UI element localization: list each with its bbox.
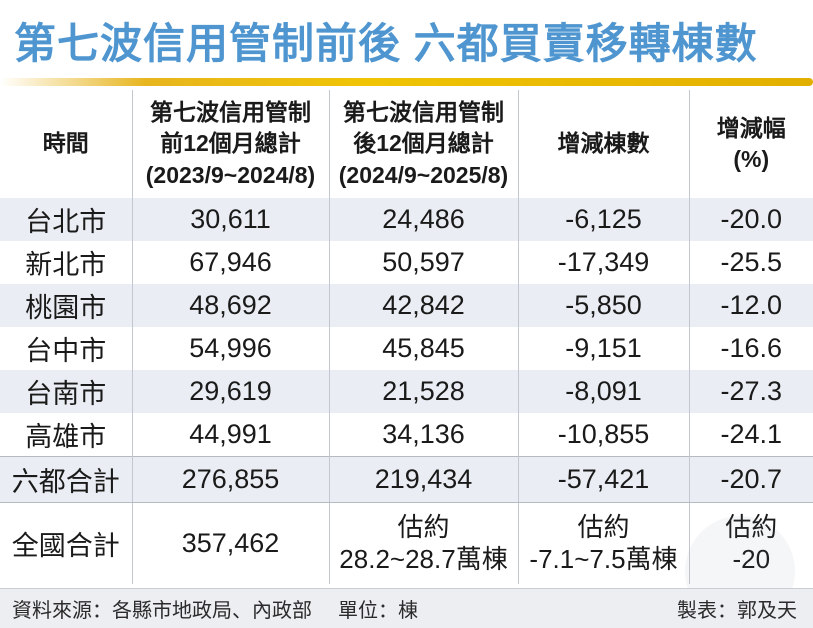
cell-change-pct: -12.0: [689, 284, 813, 327]
data-source-label: 資料來源：各縣市地政局、內政部: [12, 600, 312, 622]
cell-before: 29,619: [132, 370, 330, 413]
cell-before: 276,855: [132, 455, 330, 503]
cell-change-pct: -24.1: [720, 418, 783, 449]
cell-after: 24,486: [329, 198, 519, 241]
row-label: 六都合計: [0, 455, 133, 503]
cell-change-pct: -20.0: [689, 198, 813, 241]
cell-change-units: -57,421: [518, 455, 690, 503]
row-label: 高雄市: [0, 413, 133, 456]
cell-before: 44,991: [132, 413, 330, 456]
footer-left: 資料來源：各縣市地政局、內政部 單位：棟: [12, 594, 418, 623]
header-time: 時間: [0, 90, 133, 198]
cell-after: 估約 28.2~28.7萬棟: [329, 502, 519, 584]
row-label: 桃園市: [0, 284, 133, 327]
header-row: 時間 第七波信用管制 前12個月總計 (2023/9~2024/8) 第七波信用…: [0, 90, 813, 198]
cell-after: 34,136: [329, 413, 519, 456]
cell-change-pct: -27.3: [689, 370, 813, 413]
cell-after: 42,842: [329, 284, 519, 327]
cell-change-units: -6,125: [518, 198, 690, 241]
table-row-kaohsiung: 高雄市 44,991 34,136 -10,855 -24.1: [0, 413, 813, 456]
cell-after: 21,528: [329, 370, 519, 413]
cell-change-pct: -25.5: [720, 247, 783, 277]
row-label: 台中市: [0, 327, 133, 370]
cell-before: 54,996: [132, 327, 330, 370]
cell-change-units: -8,091: [518, 370, 690, 413]
cell-change-pct: -20.7: [689, 455, 813, 503]
cell-change-units: -5,850: [518, 284, 690, 327]
page-title: 第七波信用管制前後 六都買賣移轉棟數: [14, 20, 758, 67]
gold-divider-bar: [0, 78, 813, 86]
table-row-six-cities-total: 六都合計 276,855 219,434 -57,421 -20.7: [0, 455, 813, 503]
header-change-units: 增減棟數: [518, 90, 690, 198]
cell-after: 219,434: [329, 455, 519, 503]
cell-change-pct: 估約 -20: [725, 511, 778, 575]
cell-after: 45,845: [329, 327, 519, 370]
cell-before: 30,611: [132, 198, 330, 241]
table-row-newtaipei: 新北市 67,946 50,597 -17,349 -25.5: [0, 241, 813, 284]
cell-change-units: -9,151: [518, 327, 690, 370]
transactions-table: 時間 第七波信用管制 前12個月總計 (2023/9~2024/8) 第七波信用…: [0, 90, 813, 584]
unit-label: 單位：棟: [338, 600, 418, 622]
header-change-pct: 增減幅 (%): [689, 90, 813, 198]
table-row-tainan: 台南市 29,619 21,528 -8,091 -27.3: [0, 370, 813, 413]
cell-change-units: 估約 -7.1~7.5萬棟: [518, 502, 690, 584]
cell-change-pct: -16.6: [720, 333, 783, 363]
row-label: 台南市: [0, 370, 133, 413]
row-label: 新北市: [0, 241, 133, 284]
table-row-taipei: 台北市 30,611 24,486 -6,125 -20.0: [0, 198, 813, 241]
cell-before: 48,692: [132, 284, 330, 327]
cell-before: 357,462: [132, 502, 330, 584]
cell-after: 50,597: [329, 241, 519, 284]
row-label: 台北市: [0, 198, 133, 241]
credit-label: 製表：郭及天: [677, 600, 797, 622]
cell-before: 67,946: [132, 241, 330, 284]
cell-change-units: -10,855: [518, 413, 690, 456]
header-after-12m: 第七波信用管制 後12個月總計 (2024/9~2025/8): [329, 90, 519, 198]
table-row-taoyuan: 桃園市 48,692 42,842 -5,850 -12.0: [0, 284, 813, 327]
cell-change-units: -17,349: [518, 241, 690, 284]
footer-bar: 資料來源：各縣市地政局、內政部 單位：棟 製表：郭及天: [0, 588, 813, 628]
table-row-national-total: 全國合計 357,462 估約 28.2~28.7萬棟 估約 -7.1~7.5萬…: [0, 502, 813, 584]
table-row-taichung: 台中市 54,996 45,845 -9,151 -16.6: [0, 327, 813, 370]
header-before-12m: 第七波信用管制 前12個月總計 (2023/9~2024/8): [132, 90, 330, 198]
row-label: 全國合計: [0, 502, 133, 584]
